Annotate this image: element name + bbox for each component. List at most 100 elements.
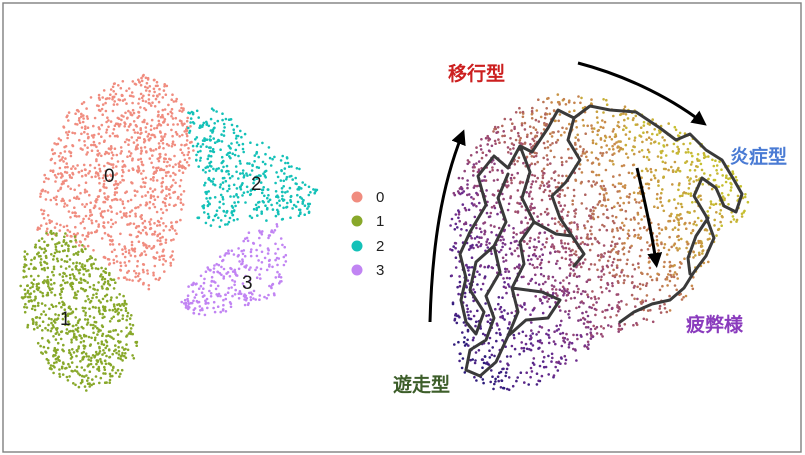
cluster-2-point	[243, 132, 247, 136]
cluster-0-point	[55, 202, 58, 206]
cluster-0-point	[94, 175, 97, 178]
cluster-1-point	[112, 278, 116, 282]
pseudotime-point	[601, 188, 605, 191]
cluster-0-point	[157, 100, 161, 104]
cluster-2-point	[312, 188, 315, 191]
pseudotime-point	[559, 133, 563, 137]
pseudotime-point	[557, 220, 560, 224]
cluster-0-point	[163, 83, 166, 86]
cluster-1-point	[82, 309, 85, 313]
cluster-2-point	[302, 198, 305, 202]
cluster-0-point	[68, 176, 72, 179]
cluster-1-point	[45, 232, 48, 235]
pseudotime-point	[530, 162, 533, 165]
pseudotime-point	[638, 150, 641, 154]
cluster-0-point	[103, 231, 107, 235]
cluster-0-point	[149, 223, 152, 226]
pseudotime-point	[546, 213, 549, 216]
cluster-1-point	[69, 240, 73, 243]
cluster-0-point	[117, 117, 121, 120]
pseudotime-point	[622, 201, 625, 205]
pseudotime-point	[715, 169, 718, 172]
pseudotime-point	[551, 236, 554, 240]
pseudotime-point	[613, 152, 616, 155]
cluster-2-point	[199, 149, 202, 153]
pseudotime-point	[525, 371, 528, 375]
cluster-0-point	[103, 192, 106, 195]
cluster-0-point	[130, 240, 134, 244]
pseudotime-point	[626, 275, 630, 278]
pseudotime-point	[677, 238, 681, 242]
pseudotime-point	[677, 188, 680, 192]
pseudotime-point	[670, 212, 673, 216]
cluster-2-point	[263, 194, 266, 198]
pseudotime-point	[634, 305, 637, 308]
pseudotime-point	[645, 167, 648, 171]
cluster-3-point	[250, 248, 253, 251]
cluster-1-point	[121, 351, 124, 355]
cluster-0-point	[109, 243, 112, 246]
pseudotime-point	[708, 237, 711, 241]
pseudotime-point	[529, 205, 532, 208]
pseudotime-point	[705, 229, 709, 232]
cluster-1-point	[119, 372, 122, 376]
cluster-1-point	[108, 308, 111, 312]
cluster-3-point	[259, 267, 263, 271]
cluster-0-point	[139, 92, 143, 96]
pseudotime-point	[584, 132, 587, 135]
pseudotime-point	[528, 125, 532, 128]
cluster-2-point	[246, 174, 249, 177]
pseudotime-point	[632, 228, 636, 232]
cluster-1-point	[36, 341, 40, 345]
pseudotime-point	[473, 361, 477, 365]
pseudotime-point	[563, 287, 566, 291]
pseudotime-point	[602, 98, 605, 101]
cluster-0-point	[165, 165, 168, 168]
pseudotime-point	[658, 288, 662, 292]
pseudotime-point	[534, 134, 537, 138]
cluster-3-point	[205, 297, 209, 301]
pseudotime-point	[553, 217, 557, 220]
cluster-1-point	[19, 284, 23, 288]
cluster-1-point	[34, 316, 38, 319]
pseudotime-point	[646, 272, 649, 276]
cluster-3-point	[194, 293, 198, 297]
cluster-1-point	[86, 365, 90, 368]
cluster-2-point	[267, 194, 270, 197]
cluster-1-point	[97, 306, 101, 310]
pseudotime-point	[455, 321, 459, 325]
pseudotime-point	[628, 192, 632, 196]
pseudotime-point	[527, 254, 531, 258]
cluster-2-point	[230, 142, 233, 145]
pseudotime-point	[531, 106, 534, 110]
cluster-3-point	[242, 239, 245, 243]
cluster-0-point	[112, 90, 115, 93]
cluster-0-point	[157, 142, 161, 145]
pseudotime-point	[567, 291, 571, 295]
cluster-0-point	[136, 259, 139, 263]
cluster-2-point	[195, 109, 199, 113]
pseudotime-point	[731, 170, 734, 173]
cluster-0-point	[159, 239, 162, 243]
cluster-0-point	[69, 216, 72, 219]
cluster-1-point	[120, 354, 124, 357]
cluster-1-point	[50, 303, 53, 307]
cluster-0-point	[112, 261, 116, 265]
pseudotime-point	[656, 244, 660, 247]
cluster-1-point	[62, 279, 65, 282]
pseudotime-point	[627, 171, 631, 175]
pseudotime-point	[463, 295, 467, 299]
pseudotime-point	[529, 236, 532, 240]
pseudotime-point	[721, 184, 724, 187]
pseudotime-point	[624, 143, 628, 147]
cluster-3-point	[249, 296, 252, 299]
cluster-0-point	[97, 163, 101, 167]
cluster-0-point	[58, 159, 62, 162]
pseudotime-point	[561, 208, 565, 211]
cluster-1-point	[48, 307, 51, 311]
pseudotime-point	[583, 242, 587, 246]
cluster-0-point	[108, 179, 111, 182]
cluster-3-point	[192, 299, 195, 303]
cluster-0-point	[160, 242, 163, 246]
cluster-1-point	[63, 308, 67, 312]
